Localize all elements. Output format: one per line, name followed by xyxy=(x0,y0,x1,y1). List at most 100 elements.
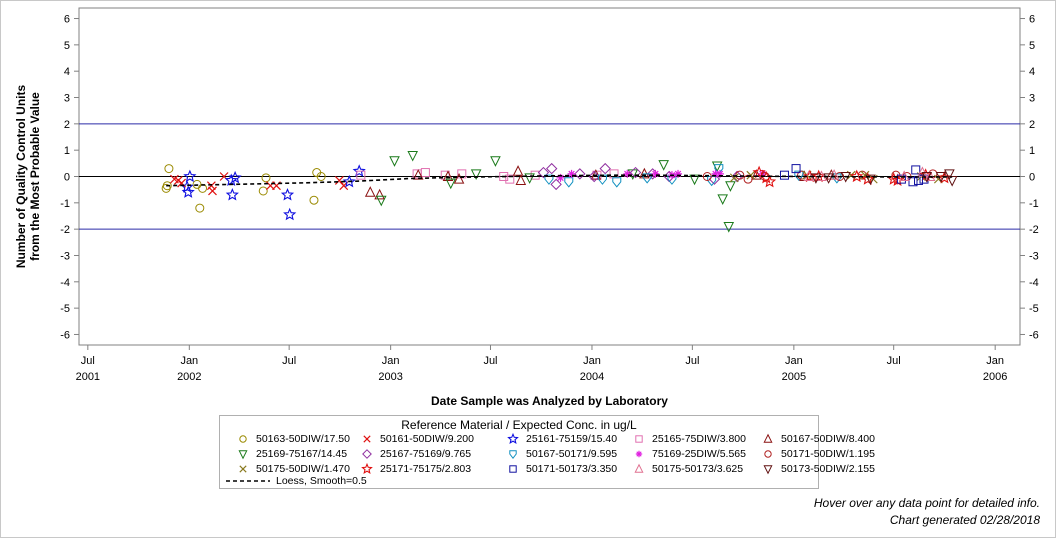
data-point xyxy=(499,172,509,181)
y-tick-label-right: 2 xyxy=(1029,119,1035,131)
y-tick-label-right: -5 xyxy=(1029,303,1039,315)
legend-label: 25169-75167/14.45 xyxy=(256,448,348,460)
data-point xyxy=(715,169,724,178)
legend-label: 50175-50DIW/1.470 xyxy=(256,463,350,475)
legend-marker xyxy=(239,435,247,443)
legend-label: 50167-50171/9.595 xyxy=(526,448,618,460)
data-point xyxy=(164,164,174,174)
data-point xyxy=(642,173,652,184)
legend-marker xyxy=(507,432,519,444)
legend-item-loess: Loess, Smooth=0.5 xyxy=(224,474,367,488)
legend-marker xyxy=(361,462,373,474)
data-point xyxy=(599,162,611,175)
data-point xyxy=(896,174,906,184)
y-tick-label-right: -3 xyxy=(1029,250,1039,262)
data-point xyxy=(623,169,632,178)
data-point xyxy=(309,195,319,205)
legend-item: 50171-50173/3.350 xyxy=(506,462,617,476)
y-tick-label-left: 5 xyxy=(64,40,70,52)
data-point xyxy=(556,173,565,182)
data-point xyxy=(828,169,840,180)
data-point xyxy=(342,174,356,188)
data-point xyxy=(651,169,660,178)
data-point xyxy=(711,161,723,173)
legend-label: 25171-75175/2.803 xyxy=(380,463,472,475)
series-3 xyxy=(356,168,619,184)
data-point xyxy=(711,169,720,178)
data-point xyxy=(412,169,424,180)
legend-label: 50173-50DIW/2.155 xyxy=(781,463,875,475)
data-point xyxy=(725,181,736,192)
legend-item: 50173-50DIW/2.155 xyxy=(761,462,875,476)
data-point xyxy=(356,170,366,180)
y-axis-title-line: from the Most Probable Value xyxy=(28,92,42,261)
y-tick-label-right: -6 xyxy=(1029,329,1039,341)
legend-item: 25165-75DIW/3.800 xyxy=(632,432,746,446)
legend-item: 50175-50173/3.625 xyxy=(632,462,743,476)
data-point xyxy=(597,174,607,185)
y-tick-label-left: -1 xyxy=(60,198,70,210)
legend-marker-shape xyxy=(239,465,247,473)
legend-marker xyxy=(763,433,773,443)
legend-marker-shape xyxy=(763,465,773,475)
y-tick-label-left: -6 xyxy=(60,329,70,341)
x-tick-year-label: 2005 xyxy=(782,371,806,383)
data-point xyxy=(588,170,600,183)
legend-marker-shape xyxy=(361,462,373,474)
legend-marker xyxy=(509,450,517,460)
x-tick-year-label: 2006 xyxy=(983,371,1007,383)
data-point xyxy=(258,186,268,196)
data-point xyxy=(550,178,562,191)
y-tick-label-right: 3 xyxy=(1029,93,1035,105)
data-point xyxy=(537,166,550,179)
y-tick-label-right: 0 xyxy=(1029,172,1035,184)
data-point xyxy=(224,173,238,187)
x-tick-year-label: 2002 xyxy=(177,371,201,383)
data-point xyxy=(850,169,864,183)
legend-marker-shape xyxy=(507,432,519,444)
y-tick-label-left: 1 xyxy=(64,145,70,157)
data-point xyxy=(530,170,540,180)
data-point xyxy=(629,166,642,179)
data-point xyxy=(729,173,739,183)
series-2 xyxy=(180,164,366,221)
data-point xyxy=(752,165,766,179)
data-point xyxy=(389,156,400,167)
legend-marker-shape xyxy=(362,449,372,459)
data-point xyxy=(924,170,936,181)
legend-marker xyxy=(362,449,372,459)
y-tick-label-right: 5 xyxy=(1029,40,1035,52)
data-point xyxy=(944,169,955,180)
legend-marker xyxy=(764,450,772,458)
x-tick-label: Jan xyxy=(382,355,400,367)
legend-item: 50167-50171/9.595 xyxy=(506,447,617,461)
legend-marker xyxy=(509,465,517,473)
data-point xyxy=(743,174,753,184)
data-point xyxy=(442,170,454,181)
legend-label: 50171-50173/3.350 xyxy=(526,463,618,475)
series-0 xyxy=(161,164,326,213)
data-point xyxy=(524,173,535,184)
data-point xyxy=(420,168,430,178)
legend-marker xyxy=(363,435,371,443)
legend-label: 50161-50DIW/9.200 xyxy=(380,433,474,445)
legend-label: 25167-75169/9.765 xyxy=(380,448,472,460)
data-point xyxy=(470,169,482,180)
data-point xyxy=(316,172,326,181)
data-point xyxy=(261,173,271,183)
y-tick-label-right: -4 xyxy=(1029,277,1039,289)
y-tick-label-left: 3 xyxy=(64,93,70,105)
legend-item: 25171-75175/2.803 xyxy=(360,462,471,476)
y-tick-label-right: 1 xyxy=(1029,145,1035,157)
data-point xyxy=(375,195,387,207)
x-tick-label: Jul xyxy=(685,355,699,367)
x-tick-label: Jul xyxy=(887,355,901,367)
x-tick-year-label: 2004 xyxy=(580,371,604,383)
legend-loess-label: Loess, Smooth=0.5 xyxy=(276,475,367,487)
legend-marker-shape xyxy=(509,450,517,460)
y-tick-label-left: -3 xyxy=(60,250,70,262)
y-tick-label-left: 4 xyxy=(64,66,70,78)
data-point xyxy=(407,150,419,162)
data-point xyxy=(791,164,801,174)
legend-item: 25169-75167/14.45 xyxy=(236,447,347,461)
